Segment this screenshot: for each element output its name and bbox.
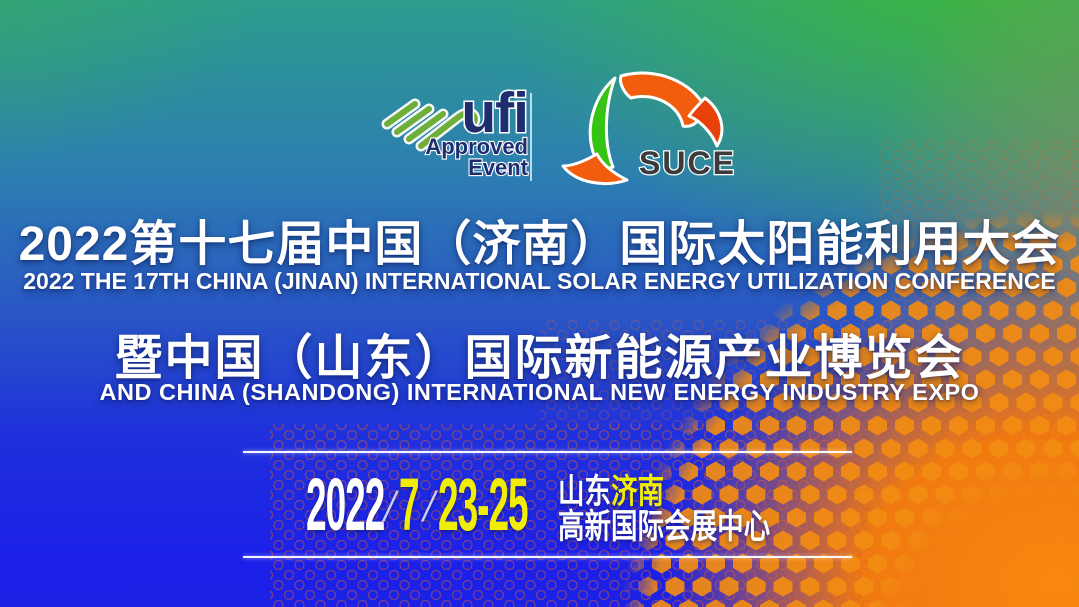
event-year: 2022: [306, 463, 385, 546]
ufi-event-label: Event: [468, 155, 529, 180]
ufi-swoosh-icon: [384, 101, 478, 149]
venue-block: 山东济南 高新国际会展中心: [558, 473, 771, 547]
logo-divider: [530, 93, 532, 181]
sub-title-en: AND CHINA (SHANDONG) INTERNATIONAL NEW E…: [99, 379, 980, 405]
ufi-approved-label: Approved: [425, 134, 528, 159]
ufi-logo: ufi Approved Event: [381, 82, 531, 181]
suce-logo: SUCE: [561, 71, 735, 185]
suce-swoosh-right: [687, 96, 724, 148]
main-title-cn: 2022第十七届中国（济南）国际太阳能利用大会: [18, 218, 1061, 271]
suce-wordmark: SUCE: [639, 145, 735, 181]
sub-title-cn: 暨中国（山东）国际新能源产业博览会: [114, 332, 965, 385]
date-block-bottom-rule: [243, 556, 852, 558]
venue-region: 山东: [558, 473, 612, 511]
venue-line-1: 山东济南: [558, 473, 770, 511]
venue-hall: 高新国际会展中心: [558, 508, 771, 547]
ufi-wordmark: ufi: [461, 82, 528, 145]
main-title-en: 2022 THE 17TH CHINA (JINAN) INTERNATIONA…: [23, 268, 1056, 294]
venue-city: 济南: [611, 473, 665, 511]
suce-swoosh-bottom: [561, 152, 629, 185]
suce-swoosh-top: [619, 71, 707, 128]
event-days: 23-25: [438, 463, 529, 546]
date-venue-block: 2022 / 7 / 23-25 山东济南 高新国际会展中心: [306, 463, 830, 547]
event-month: 7: [399, 463, 420, 546]
date-block-top-rule: [243, 451, 852, 453]
